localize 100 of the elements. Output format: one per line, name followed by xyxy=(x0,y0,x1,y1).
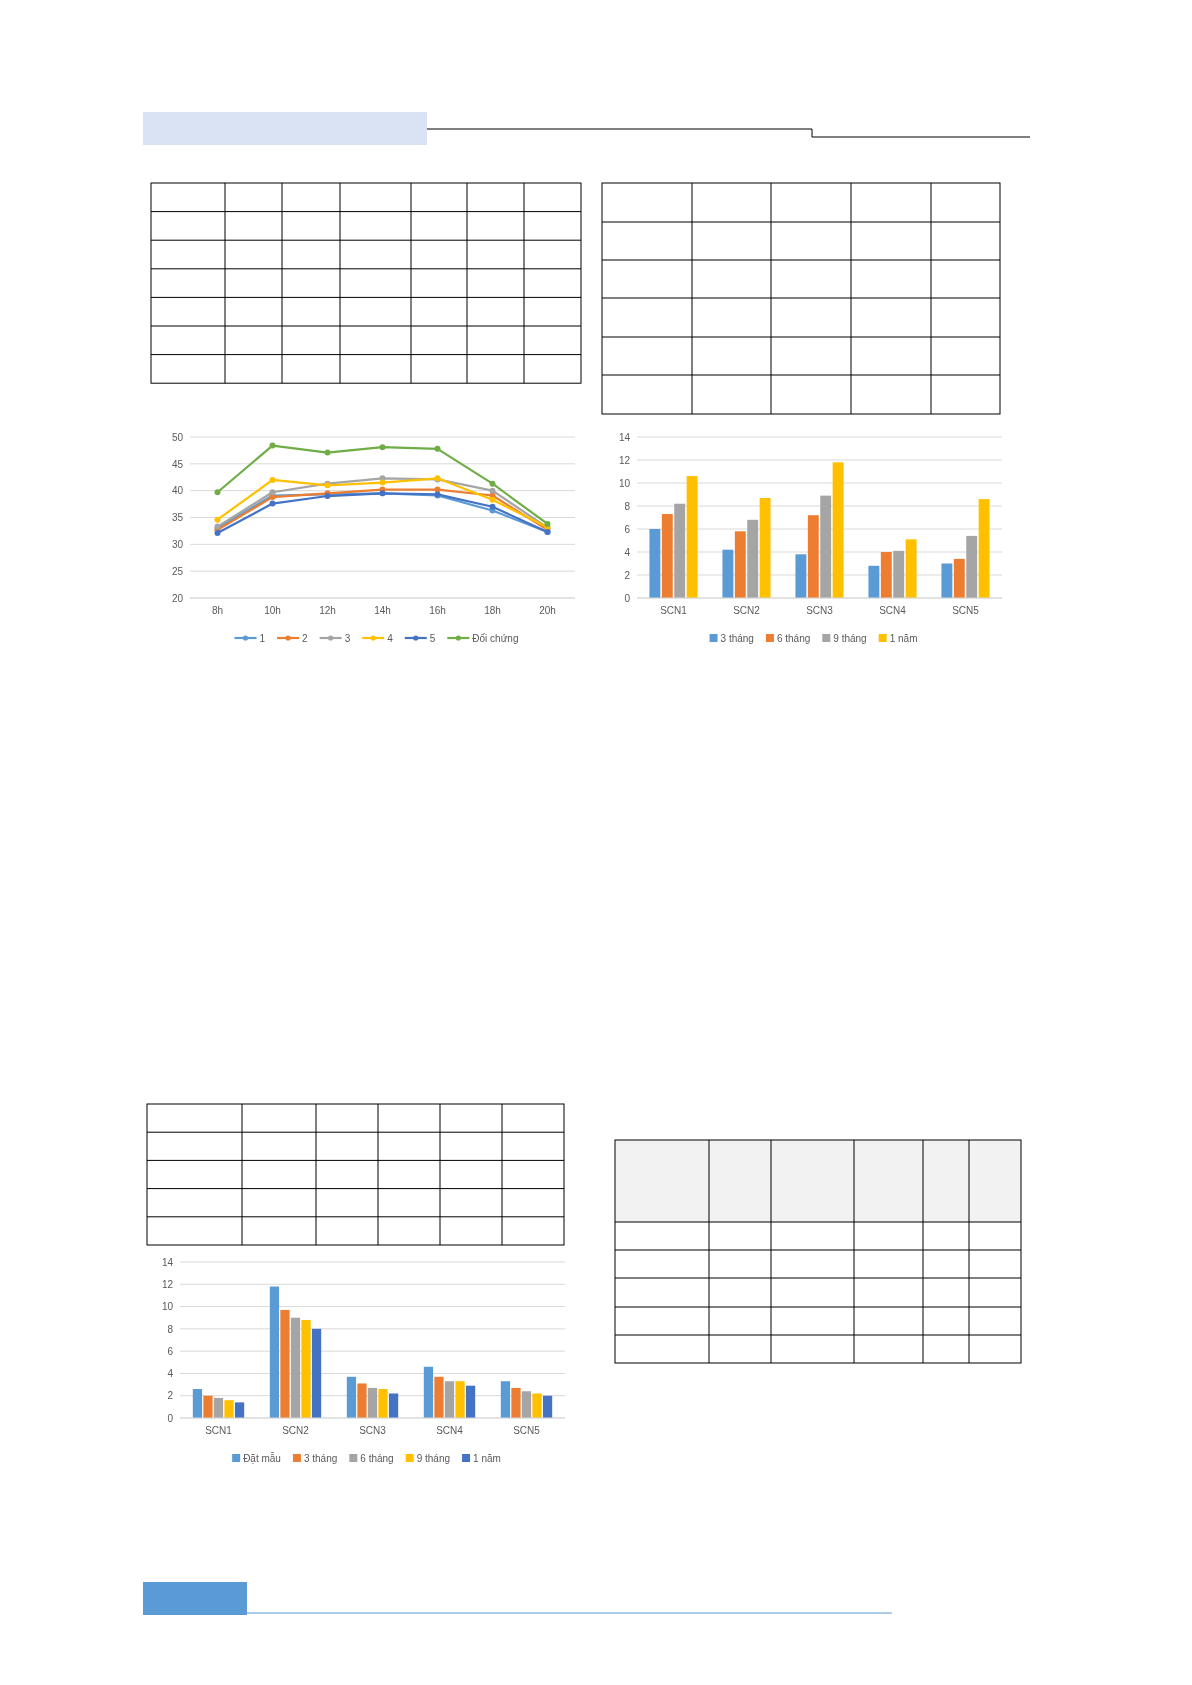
y-tick-label: 45 xyxy=(171,458,184,470)
bar xyxy=(893,550,905,598)
x-tick-label: 12h xyxy=(319,605,336,616)
legend-label: 9 tháng xyxy=(833,633,867,644)
bar xyxy=(747,519,759,598)
legend-label: 3 xyxy=(344,633,351,644)
bar xyxy=(734,531,746,598)
bar xyxy=(388,1393,399,1418)
bar xyxy=(465,1385,476,1418)
bar xyxy=(661,514,673,598)
y-tick-label: 4 xyxy=(624,546,631,558)
y-tick-label: 14 xyxy=(618,431,631,443)
point xyxy=(269,500,276,507)
bar xyxy=(978,499,990,598)
x-tick-label: SCN5 xyxy=(513,1425,541,1436)
y-tick-label: 0 xyxy=(624,592,631,604)
x-tick-label: 14h xyxy=(374,605,391,616)
bar xyxy=(941,563,953,598)
point xyxy=(434,445,441,452)
x-tick-label: 8h xyxy=(211,605,224,616)
y-tick-label: 6 xyxy=(167,1345,174,1357)
bar xyxy=(868,565,880,598)
point xyxy=(269,442,276,449)
point xyxy=(544,520,551,527)
legend-label: 1 năm xyxy=(889,633,918,644)
bar xyxy=(357,1383,367,1418)
x-tick-label: 16h xyxy=(429,605,446,616)
bar xyxy=(832,462,844,598)
y-tick-label: 10 xyxy=(618,477,631,489)
x-tick-label: SCN4 xyxy=(879,605,907,616)
x-tick-label: SCN1 xyxy=(660,605,688,616)
bar xyxy=(649,529,661,598)
bar xyxy=(378,1389,388,1418)
x-tick-label: SCN3 xyxy=(806,605,834,616)
bar xyxy=(795,554,807,598)
legend-label: 4 xyxy=(387,633,394,644)
bar xyxy=(203,1395,213,1418)
bar xyxy=(290,1317,301,1418)
point xyxy=(214,516,221,523)
bar xyxy=(542,1395,553,1418)
bar xyxy=(500,1381,511,1418)
legend-label: Đối chứng xyxy=(472,633,519,644)
point xyxy=(379,479,386,486)
bar xyxy=(444,1381,455,1418)
bar xyxy=(367,1387,378,1418)
x-tick-label: SCN2 xyxy=(282,1425,310,1436)
bar xyxy=(532,1393,542,1418)
bar xyxy=(280,1309,290,1418)
y-tick-label: 20 xyxy=(171,592,184,604)
x-tick-label: SCN5 xyxy=(952,605,980,616)
y-tick-label: 0 xyxy=(167,1412,174,1424)
legend-label: 1 xyxy=(259,633,266,644)
y-tick-label: 35 xyxy=(171,512,184,524)
y-tick-label: 10 xyxy=(161,1301,174,1313)
point xyxy=(489,487,496,494)
y-tick-label: 12 xyxy=(161,1278,174,1290)
bar xyxy=(686,476,698,598)
y-tick-label: 12 xyxy=(618,454,631,466)
bar xyxy=(674,503,686,598)
bar xyxy=(224,1400,234,1418)
legend-label: 9 tháng xyxy=(416,1453,451,1464)
y-tick-label: 4 xyxy=(167,1368,174,1380)
bar xyxy=(192,1389,203,1418)
bar xyxy=(213,1397,224,1418)
legend-label: 5 xyxy=(429,633,436,644)
x-tick-label: SCN4 xyxy=(436,1425,464,1436)
y-tick-label: 40 xyxy=(171,485,184,497)
legend-label: 6 tháng xyxy=(776,633,811,644)
bar xyxy=(455,1381,465,1418)
legend-label: 3 tháng xyxy=(303,1453,338,1464)
bar xyxy=(423,1366,434,1418)
y-tick-label: 30 xyxy=(171,539,184,551)
legend-label: 1 năm xyxy=(473,1453,501,1464)
y-tick-label: 50 xyxy=(171,431,184,443)
legend-label: 6 tháng xyxy=(360,1453,394,1464)
x-tick-label: SCN1 xyxy=(205,1425,233,1436)
legend-label: 3 tháng xyxy=(720,633,754,644)
bar xyxy=(953,558,965,598)
y-tick-label: 6 xyxy=(624,523,631,535)
bar xyxy=(905,539,917,598)
y-tick-label: 8 xyxy=(624,500,631,512)
bar xyxy=(759,497,771,598)
bar xyxy=(521,1391,532,1418)
bar xyxy=(434,1376,444,1418)
legend-label: 2 xyxy=(302,633,309,644)
y-tick-label: 8 xyxy=(167,1323,174,1335)
bar xyxy=(880,552,892,598)
point xyxy=(379,444,386,451)
point xyxy=(489,503,496,510)
bar xyxy=(511,1387,521,1418)
bar xyxy=(234,1402,245,1418)
bar xyxy=(311,1328,322,1418)
bar xyxy=(346,1376,357,1418)
x-tick-label: SCN2 xyxy=(733,605,761,616)
bar xyxy=(966,535,978,598)
point xyxy=(489,496,496,503)
point xyxy=(214,530,221,537)
bar xyxy=(269,1286,280,1418)
point xyxy=(214,489,221,496)
bar xyxy=(301,1319,311,1418)
